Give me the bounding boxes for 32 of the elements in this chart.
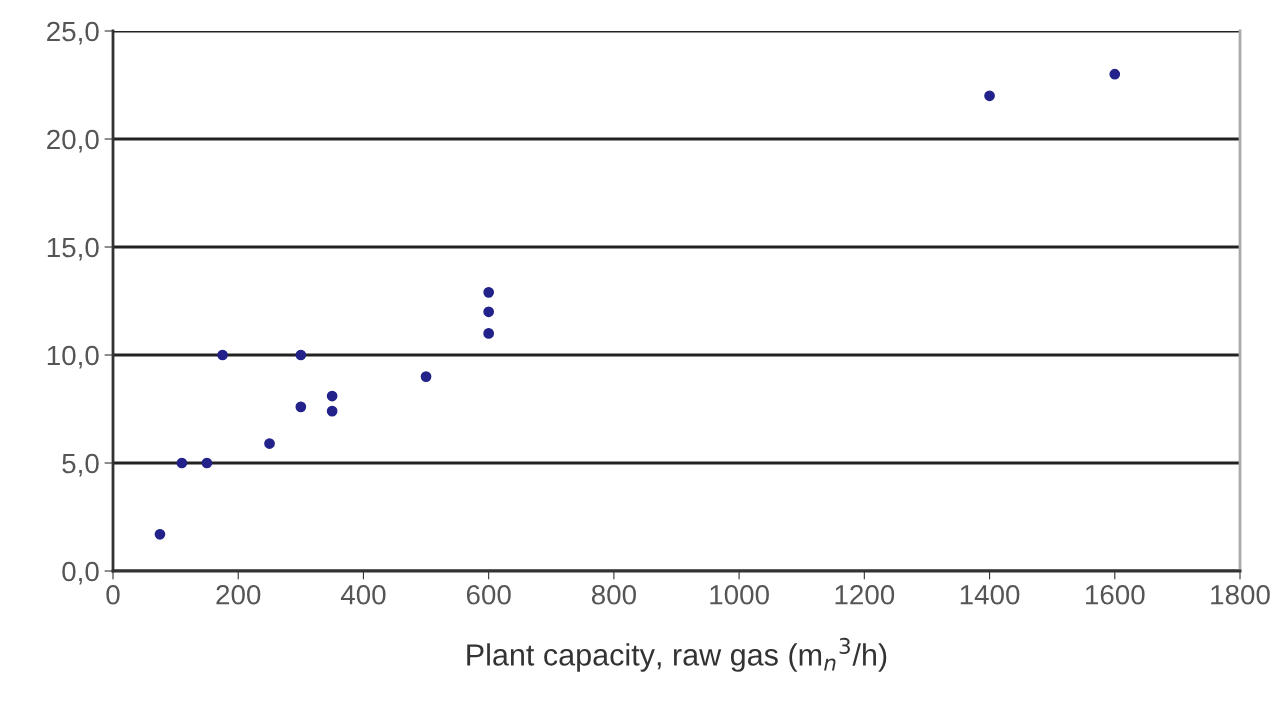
y-tick-label: 25,0 — [47, 21, 99, 45]
x-tick-label: 800 — [591, 584, 636, 605]
x-tick-label: 1000 — [710, 584, 769, 605]
y-tick-label: 20,0 — [47, 129, 99, 153]
x-tick-label: 1600 — [1086, 584, 1145, 605]
point — [1109, 68, 1121, 80]
x-tick-label: 400 — [340, 584, 386, 605]
x-tick-label: 0 — [106, 584, 120, 605]
y-tick-label: 15,0 — [47, 237, 99, 261]
x-tick-label: 1200 — [835, 584, 895, 605]
point — [295, 349, 307, 361]
point — [420, 371, 432, 382]
point — [176, 457, 188, 469]
x-tick-label: 1400 — [960, 584, 1020, 605]
x-tick-label: 200 — [216, 584, 261, 605]
y-tick-label: 5,0 — [62, 453, 99, 477]
point — [483, 306, 495, 318]
y-tick-label: 0,0 — [62, 561, 99, 585]
point — [264, 438, 275, 449]
x-axis-title: Plant capacity, raw gas (m$_{n}$$^{3}$/h) — [467, 637, 887, 672]
point — [201, 457, 213, 469]
point — [326, 390, 338, 402]
x-tick-label: 1800 — [1211, 584, 1270, 605]
y-tick-label: 10,0 — [47, 345, 99, 369]
point — [154, 528, 166, 540]
point — [295, 401, 307, 413]
point — [984, 90, 995, 102]
point — [217, 349, 228, 361]
point — [483, 328, 495, 339]
point — [483, 287, 495, 298]
point — [326, 405, 338, 417]
x-tick-label: 600 — [466, 584, 511, 605]
